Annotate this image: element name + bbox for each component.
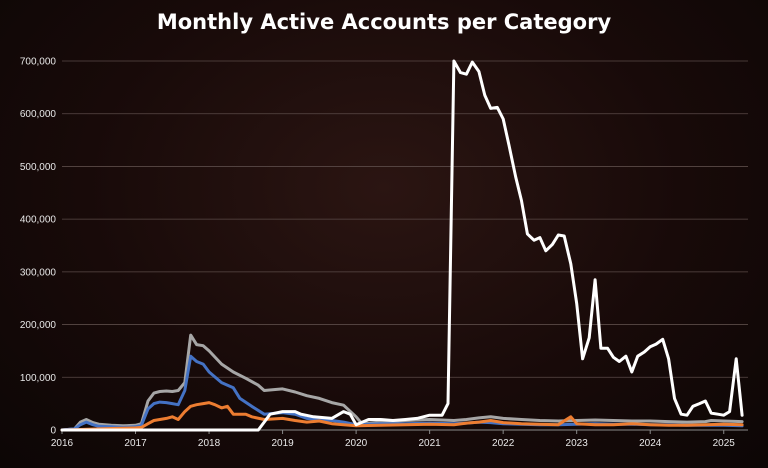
series-line-3 bbox=[60, 401, 744, 432]
series-line-1 bbox=[60, 333, 744, 432]
x-tick-label: 2018 bbox=[198, 438, 221, 449]
x-tick-label: 2024 bbox=[639, 438, 662, 449]
y-tick-label: 400,000 bbox=[20, 215, 57, 226]
x-tick-label: 2025 bbox=[713, 438, 736, 449]
y-tick-label: 700,000 bbox=[20, 57, 57, 68]
x-tick-label: 2021 bbox=[419, 438, 442, 449]
grid-layer bbox=[62, 60, 748, 378]
series-layer bbox=[60, 59, 744, 432]
y-tick-label: 100,000 bbox=[20, 373, 57, 384]
series-line-4 bbox=[60, 59, 744, 432]
x-tick-label: 2016 bbox=[51, 438, 74, 449]
x-tick-label: 2020 bbox=[345, 438, 368, 449]
y-tick-label: 200,000 bbox=[20, 320, 57, 331]
y-tick-label: 600,000 bbox=[20, 109, 57, 120]
chart-title: Monthly Active Accounts per Category bbox=[156, 10, 612, 34]
y-tick-label: 0 bbox=[50, 426, 56, 437]
axis-layer: 0 100,000 200,000 300,000 400,000 500,000 600,… bbox=[20, 57, 748, 449]
x-tick-label: 2019 bbox=[271, 438, 294, 449]
x-tick-label: 2017 bbox=[124, 438, 147, 449]
y-tick-label: 500,000 bbox=[20, 162, 57, 173]
x-tick-label: 2022 bbox=[492, 438, 515, 449]
y-tick-label: 300,000 bbox=[20, 267, 57, 278]
x-tick-label: 2023 bbox=[566, 438, 589, 449]
